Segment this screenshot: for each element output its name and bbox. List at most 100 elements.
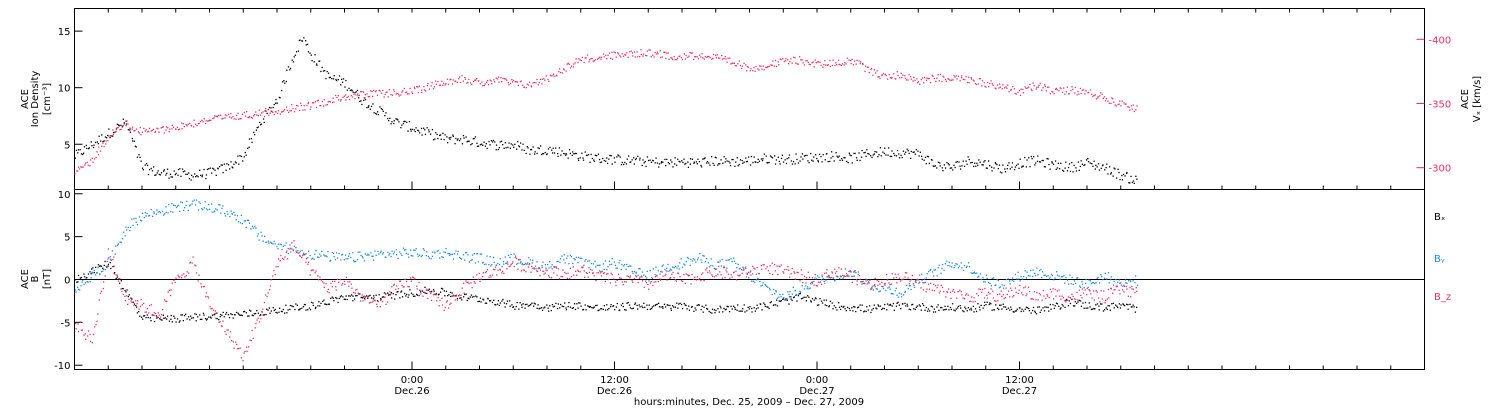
density-point [777, 156, 779, 158]
bx-point [711, 308, 714, 310]
by-point [1102, 278, 1104, 281]
vx-point [981, 80, 984, 82]
bz-point [633, 277, 636, 280]
bz-point [413, 276, 415, 279]
bx-point [249, 309, 251, 311]
vx-point [1049, 92, 1051, 95]
bz-point [359, 293, 361, 295]
by-point [611, 258, 613, 260]
bz-point [838, 267, 840, 269]
vx-point [649, 49, 651, 51]
by-point [620, 268, 622, 271]
bx-point [414, 295, 416, 297]
density-point [321, 66, 323, 69]
bx-point [678, 303, 680, 305]
vx-point [837, 59, 840, 61]
bx-point [308, 307, 311, 309]
bx-point [363, 298, 366, 300]
bx-point [450, 295, 452, 298]
bx-point [938, 309, 940, 311]
density-point [780, 157, 783, 160]
density-point [584, 151, 586, 153]
density-point [155, 174, 157, 176]
bx-point [878, 305, 880, 307]
bx-point [922, 303, 924, 305]
density-point [442, 132, 444, 134]
vx-point [782, 58, 784, 60]
density-point [732, 158, 734, 161]
vx-point [437, 81, 439, 83]
bx-point [808, 296, 810, 298]
by-point [327, 251, 329, 253]
bz-point [459, 294, 461, 296]
vx-point [607, 54, 609, 56]
by-point [627, 265, 629, 268]
bx-point [726, 305, 728, 307]
bx-point [959, 305, 961, 307]
vx-point [987, 81, 989, 84]
by-point [778, 296, 780, 298]
density-point [234, 161, 237, 163]
bx-point [962, 310, 964, 312]
density-point [856, 159, 858, 161]
density-point [950, 167, 953, 169]
bx-point [338, 297, 340, 300]
by-point [337, 257, 339, 259]
vx-point [788, 63, 790, 65]
bz-point [586, 272, 588, 275]
bx-point [138, 310, 140, 313]
vx-point [968, 82, 970, 84]
vx-point [1105, 98, 1108, 100]
by-point [308, 250, 310, 252]
density-point [662, 161, 664, 163]
bx-point [569, 306, 571, 308]
bx-point [753, 307, 755, 309]
by-point [173, 204, 175, 206]
bz-point [1003, 298, 1005, 300]
vx-point [653, 56, 655, 58]
bz-point [181, 274, 183, 276]
density-point [358, 97, 360, 99]
density-point [211, 172, 213, 174]
bx-point [1129, 303, 1131, 305]
bz-point [236, 343, 238, 346]
bz-point [743, 267, 745, 269]
by-point [246, 219, 248, 221]
density-point [975, 165, 977, 167]
vx-point [961, 75, 963, 77]
bx-point [375, 294, 377, 296]
bz-point [191, 262, 193, 264]
vx-point [516, 81, 518, 83]
by-point [673, 267, 675, 269]
density-point [454, 143, 456, 145]
bx-point [836, 309, 838, 311]
bz-point [553, 266, 556, 268]
by-point [654, 274, 656, 276]
bz-point [1014, 287, 1016, 289]
bx-point [916, 305, 919, 307]
by-point [783, 297, 785, 299]
bz-point [343, 280, 346, 283]
bz-point [899, 280, 902, 282]
by-point [80, 285, 82, 287]
bx-point [610, 306, 612, 308]
density-point [205, 174, 208, 176]
bx-point [973, 311, 975, 313]
density-point [820, 156, 822, 158]
bx-point [849, 309, 851, 312]
density-point [832, 155, 834, 158]
bz-point [933, 290, 936, 292]
bz-point [485, 271, 488, 273]
vx-point [711, 58, 713, 60]
bz-point [285, 251, 288, 254]
vx-point [1079, 87, 1081, 90]
bx-point [230, 313, 232, 315]
vx-point [856, 59, 858, 61]
density-point [788, 157, 790, 159]
vx-point [704, 55, 706, 58]
bx-point [339, 296, 342, 298]
density-point [411, 128, 413, 131]
vx-point [765, 66, 767, 68]
bz-point [1116, 285, 1119, 287]
by-point [301, 249, 303, 252]
